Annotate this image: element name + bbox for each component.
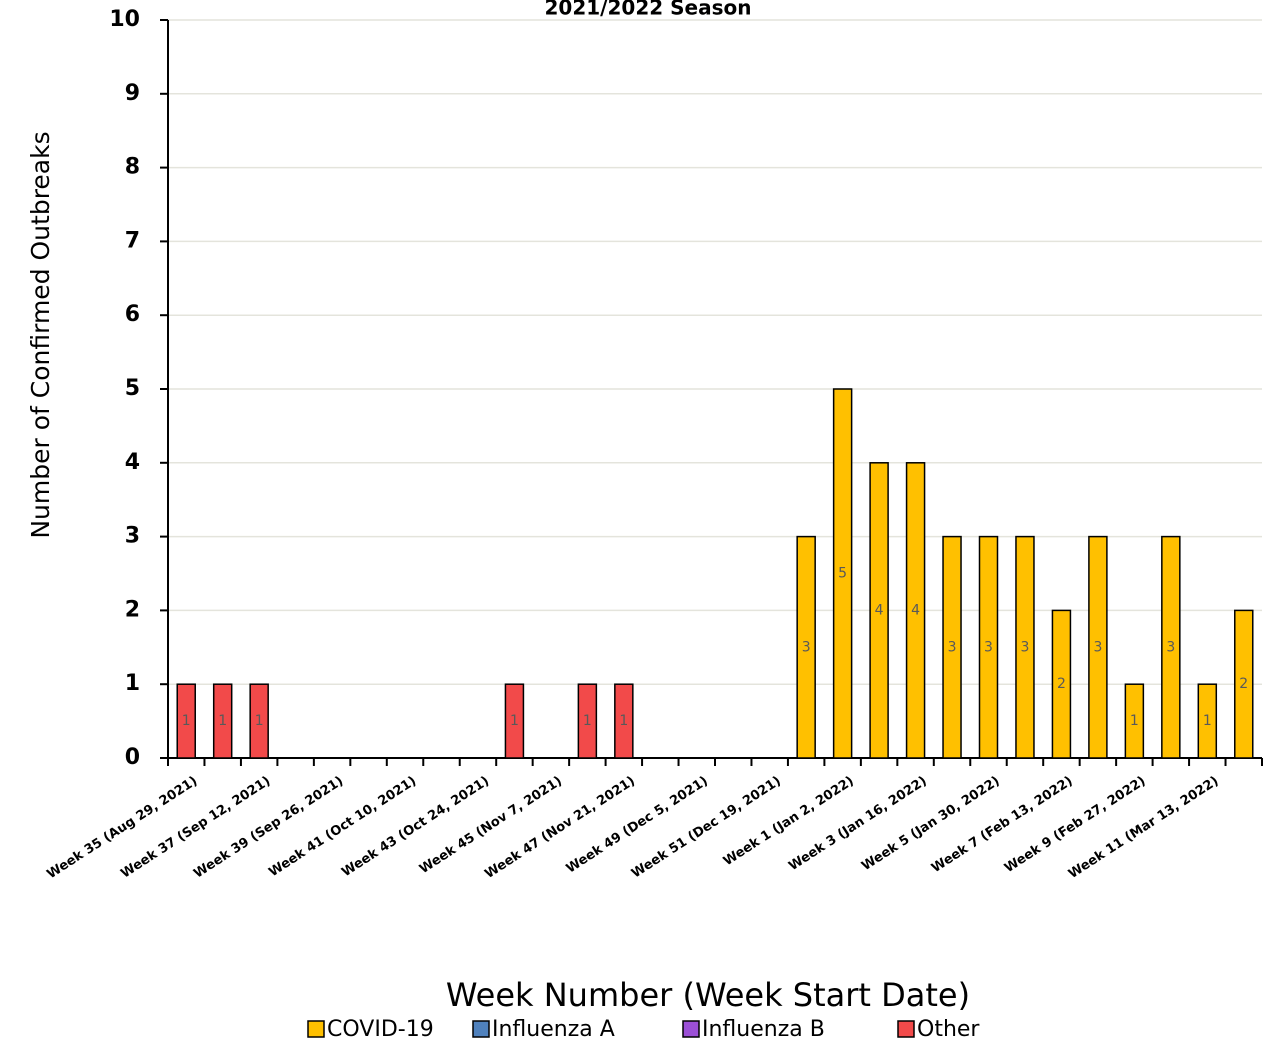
- value-label: 3: [1021, 639, 1030, 655]
- value-label: 1: [1203, 713, 1212, 729]
- y-tick-label: 8: [125, 155, 140, 180]
- x-tick-label: Week 3 (Jan 16, 2022): [786, 774, 929, 874]
- legend-swatch: [472, 1020, 490, 1038]
- x-tick-label: Week 51 (Dec 19, 2021): [629, 774, 784, 882]
- x-axis-title: Week Number (Week Start Date): [446, 976, 970, 1014]
- x-tick-label: Week 45 (Nov 7, 2021): [417, 774, 565, 877]
- y-tick-label: 4: [125, 450, 140, 475]
- x-tick-label: Week 9 (Feb 27, 2022): [1002, 774, 1148, 876]
- bar: [176, 683, 196, 759]
- legend-label: Influenza A: [492, 1017, 615, 1042]
- bar: [1124, 683, 1145, 759]
- bar: [1234, 609, 1254, 759]
- x-tick-label: Week 7 (Feb 13, 2022): [929, 774, 1075, 876]
- y-tick-label: 2: [125, 597, 140, 622]
- x-tick-label: Week 47 (Nov 21, 2021): [482, 774, 638, 882]
- legend: COVID-19 Influenza A Influenza B Other: [307, 1017, 980, 1042]
- value-label: 1: [218, 713, 227, 729]
- legend-swatch: [682, 1020, 700, 1038]
- bar: [1015, 535, 1035, 759]
- value-label: 2: [1057, 676, 1066, 692]
- legend-label: COVID-19: [327, 1017, 434, 1042]
- y-tick-label: 3: [125, 524, 140, 549]
- value-label: 1: [182, 713, 191, 729]
- value-label: 1: [583, 713, 592, 729]
- value-label: 1: [619, 713, 628, 729]
- x-tick-label: Week 11 (Mar 13, 2022): [1066, 774, 1221, 882]
- y-tick-label: 5: [125, 376, 140, 401]
- value-label: 2: [1239, 676, 1248, 692]
- x-tick-label: Week 49 (Dec 5, 2021): [564, 774, 711, 877]
- bar: [1051, 609, 1072, 759]
- bar: [212, 683, 233, 759]
- value-label: 1: [255, 713, 264, 729]
- chart-title: 2021/2022 Season: [545, 0, 752, 20]
- bar: [504, 683, 525, 759]
- bar: [978, 535, 999, 759]
- bar: [942, 535, 962, 759]
- legend-label: Influenza B: [702, 1017, 825, 1042]
- bar: [1197, 683, 1218, 759]
- legend-label: Other: [917, 1017, 980, 1042]
- value-label: 1: [510, 713, 519, 729]
- value-label: 4: [875, 602, 884, 618]
- bar: [1088, 535, 1108, 759]
- y-tick-label: 10: [109, 7, 140, 32]
- value-label: 3: [802, 639, 811, 655]
- x-tick-label: Week 1 (Jan 2, 2022): [721, 774, 857, 869]
- value-label: 3: [948, 639, 957, 655]
- y-tick-label: 6: [125, 302, 140, 327]
- value-label: 3: [1166, 639, 1175, 655]
- y-tick-label: 7: [125, 228, 140, 253]
- value-label: 4: [911, 602, 920, 618]
- bar: [577, 683, 598, 759]
- y-tick-label: 9: [125, 81, 140, 106]
- x-tick-label: Week 5 (Jan 30, 2022): [859, 774, 1002, 874]
- bar: [869, 462, 889, 759]
- bar: [1161, 535, 1181, 759]
- y-tick-label: 1: [125, 671, 140, 696]
- value-label: 3: [984, 639, 993, 655]
- value-label: 3: [1093, 639, 1102, 655]
- bar: [614, 683, 634, 759]
- bar: [905, 462, 926, 759]
- y-axis-title: Number of Confirmed Outbreaks: [26, 131, 55, 538]
- y-tick-label: 0: [125, 745, 140, 770]
- legend-swatch: [307, 1020, 325, 1038]
- bar: [832, 388, 853, 759]
- bar: [249, 683, 269, 759]
- value-label: 5: [838, 566, 847, 582]
- bar: [796, 535, 816, 759]
- legend-swatch: [897, 1020, 915, 1038]
- value-label: 1: [1130, 713, 1139, 729]
